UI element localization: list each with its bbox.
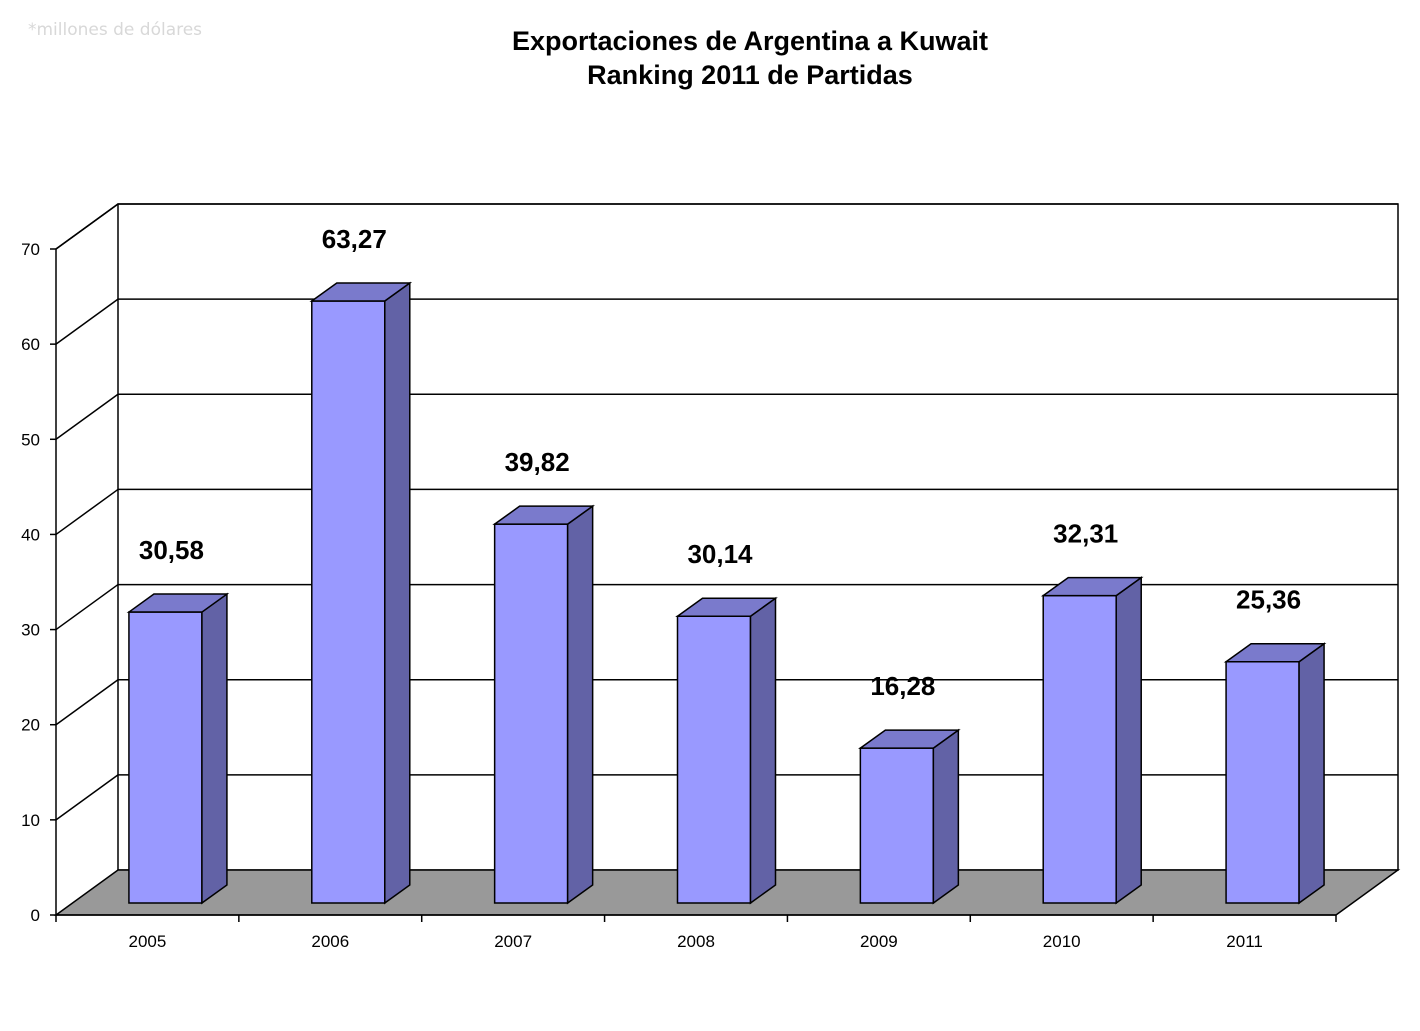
y-tick-label: 60 bbox=[21, 335, 40, 354]
units-note: *millones de dólares bbox=[28, 20, 203, 40]
gridline-side bbox=[55, 679, 119, 726]
bar-top bbox=[675, 597, 778, 617]
bar-front bbox=[1042, 594, 1117, 904]
gridline-side bbox=[55, 488, 119, 536]
y-tick-label: 50 bbox=[21, 430, 40, 449]
y-tick-label: 0 bbox=[31, 906, 40, 925]
data-label: 63,27 bbox=[322, 224, 387, 254]
x-tick-label: 2006 bbox=[311, 932, 349, 951]
bar-side bbox=[1298, 642, 1325, 905]
gridline-side bbox=[55, 393, 119, 440]
y-tick-label: 40 bbox=[21, 525, 40, 544]
x-tick-label: 2011 bbox=[1226, 932, 1263, 951]
bar-top bbox=[858, 729, 961, 749]
bar-side bbox=[749, 596, 777, 905]
chart-subtitle: Ranking 2011 de Partidas bbox=[587, 60, 913, 90]
bar-front bbox=[676, 615, 752, 904]
gridline-side bbox=[55, 583, 119, 631]
gridline-side bbox=[55, 298, 119, 345]
x-tick-label: 2005 bbox=[129, 932, 167, 951]
data-label: 16,28 bbox=[870, 671, 935, 701]
bar-side bbox=[932, 728, 960, 905]
y-tick-label: 30 bbox=[21, 621, 40, 640]
bar-top bbox=[309, 282, 413, 302]
y-tick-label: 10 bbox=[21, 811, 40, 830]
bar-side bbox=[566, 504, 594, 905]
data-label: 30,14 bbox=[687, 539, 753, 569]
data-label: 30,58 bbox=[139, 535, 204, 565]
bar-front bbox=[128, 611, 203, 904]
bar-top bbox=[1223, 642, 1327, 663]
bar-top bbox=[1040, 576, 1144, 597]
bar-side bbox=[201, 592, 228, 905]
y-tick-label: 20 bbox=[21, 716, 40, 735]
data-label: 39,82 bbox=[505, 447, 570, 477]
x-tick-label: 2009 bbox=[860, 932, 898, 951]
bar-side bbox=[384, 281, 411, 905]
chart-title: Exportaciones de Argentina a Kuwait bbox=[511, 26, 989, 56]
bar-front bbox=[493, 523, 569, 904]
x-tick-label: 2008 bbox=[677, 932, 715, 951]
gridline-side bbox=[55, 774, 119, 821]
data-label: 25,36 bbox=[1236, 585, 1301, 615]
bar-top bbox=[492, 505, 595, 525]
y-tick-label: 70 bbox=[21, 240, 40, 259]
data-label: 32,31 bbox=[1053, 519, 1118, 549]
x-tick-label: 2010 bbox=[1043, 932, 1081, 951]
bar-front bbox=[1225, 660, 1300, 904]
side-wall-top-edge bbox=[55, 203, 119, 250]
bar-top bbox=[126, 593, 230, 613]
bar-front bbox=[311, 300, 386, 904]
bar-front bbox=[859, 747, 935, 904]
x-tick-label: 2007 bbox=[494, 932, 532, 951]
bar-side bbox=[1115, 576, 1142, 905]
